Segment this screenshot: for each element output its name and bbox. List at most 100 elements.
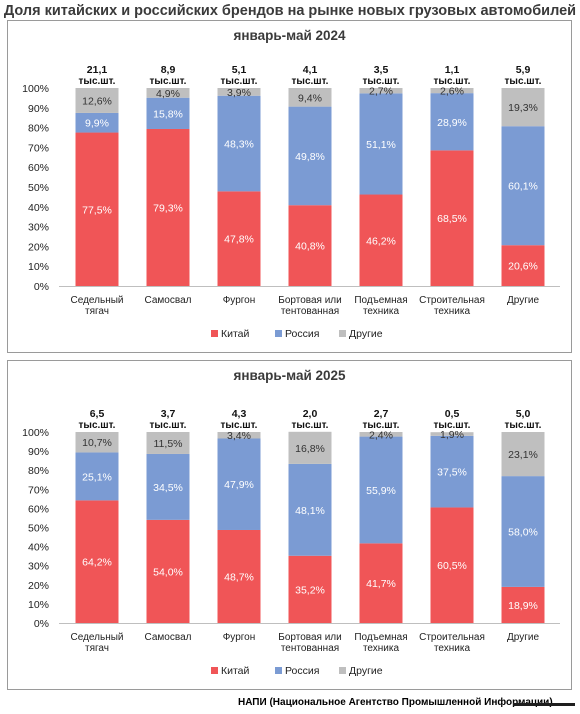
x-tick-label: Самосвал (145, 632, 192, 643)
x-tick-label: Самосвал (145, 295, 192, 306)
bar-segment-russia (146, 97, 190, 129)
bar-segment-other (430, 88, 474, 94)
bar-total-unit: тыс.шт. (292, 76, 329, 87)
bar-segment-china (288, 205, 332, 286)
y-tick-label: 100% (22, 427, 49, 439)
bar-segment-other (288, 88, 332, 107)
bar-segment-china (75, 132, 119, 286)
bar-segment-china (359, 194, 403, 286)
data-label-other: 2,7% (369, 86, 393, 98)
legend-swatch-russia (275, 667, 282, 674)
x-tick-label: техника (363, 643, 400, 654)
chart-2025: 0% 10% 20% 30% 40% 50% 60% 70% 80% 90% 100% 64,2% 25… (22, 408, 560, 677)
y-tick-label: 90% (28, 103, 49, 115)
y-tick-label: 70% (28, 142, 49, 154)
data-label-other: 10,7% (82, 437, 112, 449)
bar-segment-other (359, 88, 403, 94)
bar-total-value: 3,7 (161, 408, 176, 420)
data-label-other: 23,1% (508, 449, 538, 461)
data-label-other: 3,4% (227, 430, 251, 442)
bar-segment-russia (75, 112, 119, 133)
bar-segment-other (501, 432, 545, 477)
x-tick-label: Седельный (71, 295, 124, 306)
bar-total-value: 5,1 (232, 64, 247, 76)
x-tick-label: Бортовая или (278, 295, 341, 306)
bar-total-value: 5,0 (516, 408, 531, 420)
y-tick-label: 40% (28, 542, 49, 554)
data-label-other: 2,6% (440, 86, 464, 98)
bar-segment-other (146, 88, 190, 98)
bar-segment-russia (359, 93, 403, 195)
bar-total-value: 21,1 (87, 64, 108, 76)
legend-swatch-china (211, 330, 218, 337)
chart-panel-2025: январь-май 2025 0% 10% 20% 30% 40% 50% 60% 70% 8… (7, 360, 572, 690)
source-note: НАПИ (Национальное Агентство Промышленно… (238, 697, 553, 708)
legend-label-china: Китай (221, 665, 250, 677)
bar-segment-china (288, 555, 332, 623)
data-label-other: 4,9% (156, 88, 180, 100)
chart-title-2025: январь-май 2025 (233, 368, 346, 383)
y-tick-label: 20% (28, 580, 49, 592)
legend-swatch-russia (275, 330, 282, 337)
data-label-china: 60,5% (437, 560, 467, 572)
x-tick-label: тягач (85, 306, 109, 317)
data-label-china: 47,8% (224, 234, 254, 246)
bar-total-unit: тыс.шт. (363, 420, 400, 431)
data-label-china: 41,7% (366, 578, 396, 590)
bar-segment-other (75, 432, 119, 453)
bar-segment-russia (217, 95, 261, 192)
bar-segment-other (501, 88, 545, 127)
bar-segment-russia (501, 476, 545, 587)
bar-total-value: 1,1 (445, 64, 460, 76)
legend-label-other: Другие (349, 665, 383, 677)
data-label-russia: 34,5% (153, 482, 183, 494)
y-tick-label: 30% (28, 222, 49, 234)
bar-segment-china (359, 543, 403, 623)
bar-segment-other (146, 432, 190, 454)
data-label-other: 16,8% (295, 443, 325, 455)
bar-total-value: 8,9 (161, 64, 176, 76)
bar-total-unit: тыс.шт. (221, 420, 258, 431)
data-label-russia: 55,9% (366, 485, 396, 497)
data-label-other: 2,4% (369, 429, 393, 441)
data-label-china: 20,6% (508, 261, 538, 273)
data-label-other: 11,5% (154, 438, 183, 450)
bar-segment-china (146, 128, 190, 286)
legend-label-russia: Россия (285, 328, 319, 340)
data-label-russia: 37,5% (437, 467, 467, 479)
bar-total-unit: тыс.шт. (150, 420, 187, 431)
y-tick-label: 80% (28, 123, 49, 135)
data-label-china: 40,8% (295, 241, 325, 253)
y-tick-label: 100% (22, 83, 49, 95)
legend-label-other: Другие (349, 328, 383, 340)
data-label-russia: 48,3% (224, 139, 254, 151)
bar-total-value: 5,9 (516, 64, 531, 76)
chart-2024: 0% 10% 20% 30% 40% 50% 60% 70% 80% 90% 100% 77,5% 9,… (22, 64, 560, 340)
y-tick-label: 70% (28, 484, 49, 496)
y-tick-label: 60% (28, 162, 49, 174)
bar-segment-china (501, 245, 545, 286)
bar-segment-other (359, 432, 403, 437)
bar-segment-russia (217, 438, 261, 530)
y-tick-label: 80% (28, 465, 49, 477)
x-tick-label: техника (434, 643, 471, 654)
source-underline (513, 703, 575, 706)
data-label-other: 9,4% (298, 92, 322, 104)
x-tick-label: тягач (85, 643, 109, 654)
bar-total-value: 3,5 (374, 64, 389, 76)
legend-swatch-china (211, 667, 218, 674)
data-label-china: 79,3% (153, 202, 183, 214)
data-label-china: 64,2% (82, 557, 112, 569)
bar-segment-russia (359, 436, 403, 544)
y-tick-label: 0% (34, 281, 49, 293)
bar-segment-china (217, 529, 261, 623)
bar-total-unit: тыс.шт. (363, 76, 400, 87)
x-tick-label: Строительная (419, 632, 485, 643)
bar-total-unit: тыс.шт. (505, 76, 542, 87)
x-tick-label: техника (434, 306, 471, 317)
bar-total-unit: тыс.шт. (79, 420, 116, 431)
x-tick-label: Седельный (71, 632, 124, 643)
data-label-russia: 51,1% (366, 139, 396, 151)
bar-segment-other (217, 432, 261, 439)
data-label-russia: 48,1% (295, 505, 325, 517)
